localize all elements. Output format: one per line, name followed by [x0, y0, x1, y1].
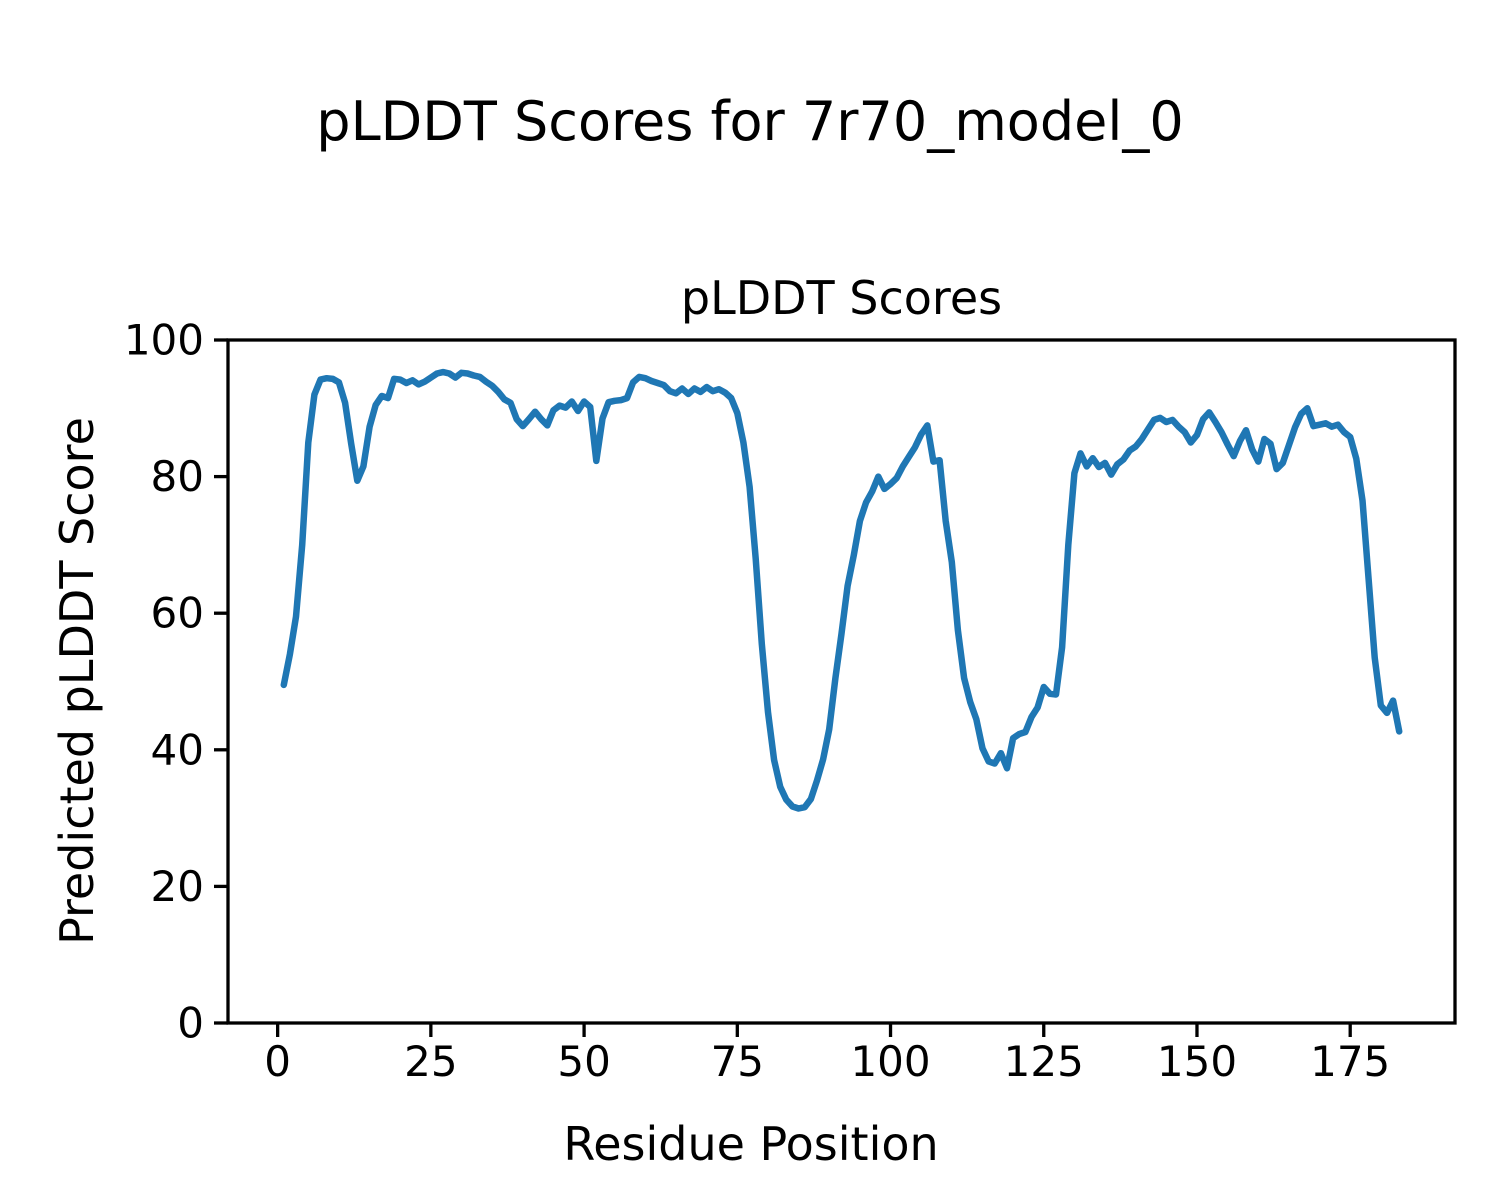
y-tick-label: 80	[151, 452, 204, 501]
x-tick-label: 0	[264, 1037, 291, 1086]
axis-tick-labels: 0 25 50 75 100 125 150 175 0 20 40 60 80 100	[124, 316, 1390, 1087]
figure-title: pLDDT Scores for 7r70_model_0	[316, 90, 1184, 153]
x-tick-label: 100	[850, 1037, 930, 1086]
y-tick-label: 100	[124, 316, 204, 365]
x-axis-label: Residue Position	[563, 1117, 939, 1171]
y-tick-label: 40	[151, 725, 204, 774]
x-tick-label: 175	[1310, 1037, 1390, 1086]
plddt-line-series	[280, 368, 1403, 812]
axes-title: pLDDT Scores	[680, 271, 1003, 325]
y-tick-label: 0	[177, 999, 204, 1048]
x-tick-label: 25	[404, 1037, 457, 1086]
x-tick-label: 75	[711, 1037, 764, 1086]
axis-tick-marks	[214, 338, 1352, 1037]
y-tick-label: 20	[151, 862, 204, 911]
x-tick-label: 50	[557, 1037, 610, 1086]
axes-spines	[226, 338, 1457, 1025]
x-tick-label: 125	[1004, 1037, 1084, 1086]
x-tick-label: 150	[1157, 1037, 1237, 1086]
y-tick-label: 60	[151, 589, 204, 638]
